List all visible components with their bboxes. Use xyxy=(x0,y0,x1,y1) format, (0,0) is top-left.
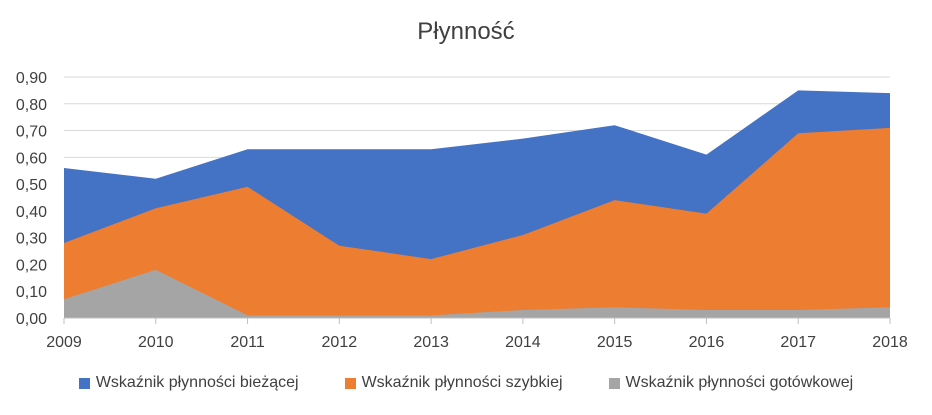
y-tick-label: 0,50 xyxy=(16,177,47,194)
legend: Wskaźnik płynności bieżącej Wskaźnik pły… xyxy=(0,374,932,392)
x-tick-label: 2012 xyxy=(322,334,358,351)
y-tick-label: 0,30 xyxy=(16,231,47,248)
x-tick-label: 2010 xyxy=(138,334,174,351)
y-tick-label: 0,40 xyxy=(16,204,47,221)
x-tick-label: 2013 xyxy=(413,334,449,351)
legend-swatch-current xyxy=(78,377,90,389)
x-tick-label: 2009 xyxy=(46,334,82,351)
legend-label-cash: Wskaźnik płynności gotówkowej xyxy=(625,374,854,391)
y-tick-label: 0,20 xyxy=(16,257,47,274)
legend-item-cash: Wskaźnik płynności gotówkowej xyxy=(608,374,854,392)
legend-item-current: Wskaźnik płynności bieżącej xyxy=(78,374,299,392)
legend-item-quick: Wskaźnik płynności szybkiej xyxy=(344,374,563,392)
x-tick-label: 2011 xyxy=(230,334,265,351)
x-tick-label: 2014 xyxy=(505,334,541,351)
legend-swatch-cash xyxy=(608,377,620,389)
x-tick-label: 2018 xyxy=(872,334,908,351)
y-tick-label: 0,80 xyxy=(16,97,47,114)
legend-swatch-quick xyxy=(344,377,356,389)
series-area-2 xyxy=(64,269,890,318)
x-tick-label: 2016 xyxy=(689,334,725,351)
x-tick-label: 2017 xyxy=(780,334,816,351)
y-tick-label: 0,60 xyxy=(16,150,47,167)
series-area-1 xyxy=(64,127,890,318)
legend-label-quick: Wskaźnik płynności szybkiej xyxy=(361,374,563,391)
chart-title: Płynność xyxy=(417,18,515,45)
y-tick-label: 0,90 xyxy=(16,70,47,87)
y-tick-label: 0,10 xyxy=(16,284,47,301)
legend-label-current: Wskaźnik płynności bieżącej xyxy=(95,374,299,391)
y-tick-label: 0,70 xyxy=(16,124,47,141)
y-tick-label: 0,00 xyxy=(16,311,47,328)
x-tick-label: 2015 xyxy=(597,334,633,351)
